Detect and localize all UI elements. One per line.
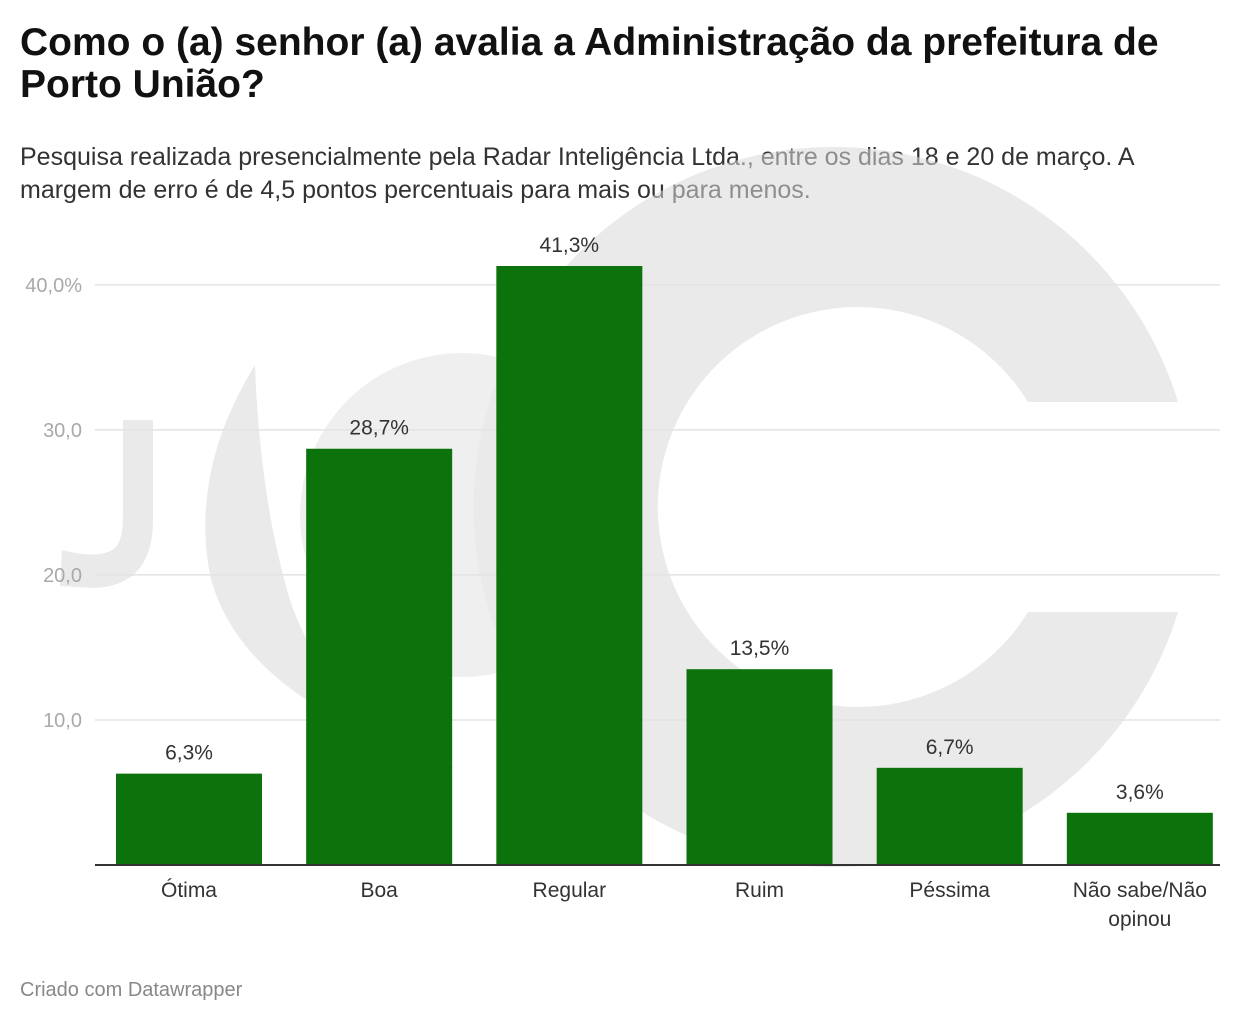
bar	[686, 669, 833, 865]
bars	[116, 266, 1213, 865]
category-label: Não sabe/Não opinou	[1073, 879, 1207, 931]
bar	[1066, 812, 1213, 865]
category-label: Boa	[360, 879, 398, 902]
value-label: 13,5%	[730, 637, 790, 660]
category-label: Ótima	[161, 879, 217, 902]
category-label: Péssima	[909, 879, 990, 902]
value-label: 41,3%	[540, 234, 600, 257]
chart-title: Como o (a) senhor (a) avalia a Administr…	[20, 21, 1159, 106]
value-label: 6,3%	[165, 742, 213, 765]
watermark-crescent	[205, 365, 460, 770]
bar	[306, 448, 453, 865]
value-label: 3,6%	[1116, 781, 1164, 804]
gridlines	[95, 284, 1220, 721]
watermark-letter-c	[473, 147, 1178, 867]
labels: 10,0 20,0 30,0 40,0% 6,3% Ótima 28,7% Boa 41,3% R…	[25, 234, 1207, 931]
bar	[496, 266, 643, 865]
value-label: 28,7%	[349, 417, 409, 440]
value-label: 6,7%	[926, 736, 974, 759]
footer-credit: Criado com Datawrapper	[20, 979, 243, 1001]
y-tick-label: 10,0	[43, 710, 82, 732]
y-tick-label: 30,0	[43, 420, 82, 442]
y-tick-label: 20,0	[43, 565, 82, 587]
y-tick-label: 40,0%	[25, 275, 82, 297]
category-label: Ruim	[735, 879, 784, 902]
bar	[116, 773, 262, 865]
category-label: Regular	[533, 879, 607, 902]
bar	[876, 767, 1023, 865]
watermark-letter-j	[60, 420, 153, 588]
